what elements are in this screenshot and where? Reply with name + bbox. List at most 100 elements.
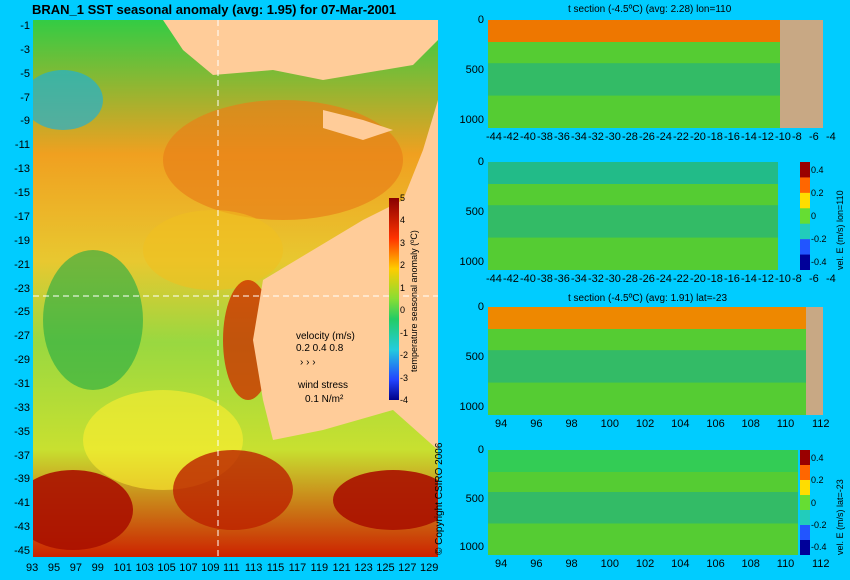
section-title: t section (-4.5ºC) (avg: 1.91) lat=-23 [568,293,727,304]
section-y-tick: 0 [477,444,484,456]
map-x-tick: 93 [26,562,39,574]
section-plot [488,162,778,270]
map-x-tick: 125 [376,562,395,574]
map-x-tick: 101 [113,562,132,574]
section-x-tick: -12 [758,131,774,143]
section-colorbar-tick: 0.4 [811,165,824,175]
section-x-tick: -40 [520,273,536,285]
map-y-tick: -21 [14,258,30,271]
map-x-tick: 121 [332,562,351,574]
section-colorbar-tick: -0.2 [811,519,827,530]
section-x-tick: -34 [571,131,587,143]
section-x-tick: 100 [600,418,620,430]
section-colorbar [800,162,810,270]
section-x-tick: -44 [486,273,502,285]
map-x-tick: 117 [288,562,307,574]
section-colorbar-tick: -0.4 [811,257,827,267]
section-x-tick: 112 [812,558,830,570]
map-y-tick: -41 [14,497,30,510]
indonesia-land [103,20,438,80]
map-y-tick: -1 [20,20,30,32]
map-y-tick: -13 [14,163,30,176]
section-x-tick: 112 [812,418,830,430]
section-x-tick: -30 [605,131,621,143]
section-colorbar-tick: -0.4 [811,542,827,552]
section-x-tick: -32 [588,131,604,143]
section-x-tick: 108 [741,418,760,430]
section-x-tick: -28 [622,273,638,285]
map-y-tick: -7 [20,91,30,104]
map-colorbar-tick: 3 [400,237,406,248]
section-colorbar-tick: 0 [811,211,817,221]
section-x-tick: -26 [639,273,655,285]
map-y-tick: -39 [14,473,30,486]
section-x-tick: -22 [673,131,689,143]
map-y-tick: -43 [14,521,30,534]
velocity-legend-title: velocity (m/s) [296,331,355,342]
section-x-tick: -6 [809,273,819,285]
section-x-tick: 106 [706,418,725,430]
section-x-tick: -18 [707,131,723,143]
section-plot [488,450,798,555]
map-x-tick: 111 [223,562,240,574]
section-colorbar [800,450,810,555]
section-x-tick: 98 [565,418,578,430]
section-x-tick: 98 [565,558,578,570]
map-x-tick: 103 [135,562,154,574]
map-colorbar-tick: 5 [400,193,406,203]
map-y-tick: -5 [20,67,30,80]
section-x-tick: 102 [635,558,655,570]
section-x-tick: -26 [639,131,655,143]
map-x-tick: 119 [310,562,329,574]
section-colorbar-tick: 0 [811,497,817,508]
section-colorbar-tick: -0.2 [811,234,827,244]
map-colorbar-tick: -3 [400,372,409,383]
section-x-tick: -42 [503,131,519,143]
map-y-tick: -23 [14,282,30,295]
map-y-tick: -37 [14,449,30,462]
section-x-tick: 94 [495,418,508,430]
map-colorbar [389,198,399,400]
island-land [323,110,393,140]
section-x-tick: 108 [741,558,760,570]
map-y-tick: -25 [14,306,30,319]
map-y-tick: -31 [14,377,30,390]
section-title: t section (-4.5ºC) (avg: 2.28) lon=110 [568,4,732,15]
section-y-tick: 500 [465,351,484,363]
section-y-tick: 1000 [459,401,484,413]
map-x-tick: 99 [91,562,104,574]
section-y-tick: 0 [477,156,484,168]
section-x-tick: 100 [600,558,620,570]
section-x-tick: -44 [486,131,502,143]
section-x-tick: -32 [588,273,604,285]
map-x-tick: 123 [354,562,373,574]
section-x-tick: -10 [775,131,791,143]
map-colorbar-label: temperature seasonal anomaly (ºC) [409,230,419,372]
map-x-tick: 105 [157,562,176,574]
map-x-tick: 129 [420,562,439,574]
map-x-tick: 109 [201,562,220,574]
map-x-tick: 97 [69,562,83,574]
map-y-tick: -33 [14,401,30,414]
map-colorbar-tick: -1 [400,327,409,338]
section-x-tick: -38 [537,131,553,143]
map-y-tick: -11 [14,139,30,152]
section-colorbar-tick: 0.2 [811,188,824,198]
section-x-tick: -18 [707,273,723,285]
section-x-tick: -8 [792,131,802,143]
map-x-tick: 127 [398,562,417,574]
section-x-tick: -12 [758,273,774,285]
map-colorbar-tick: 2 [400,260,406,271]
map-y-tick: -45 [14,545,30,557]
section-colorbar-label: vel. E (m/s) lon=110 [835,190,845,270]
velocity-arrows-icon: › › › [300,357,316,368]
map-x-tick: 113 [244,562,263,574]
section-colorbar-label: vel. E (m/s) lat=-23 [835,479,845,555]
section-x-tick: -24 [656,273,672,285]
section-x-tick: -28 [622,131,638,143]
map-y-tick: -9 [20,115,30,128]
map-colorbar-tick: 0 [400,305,406,316]
section-x-tick: 96 [530,418,543,430]
section-x-tick: -24 [656,131,672,143]
section-x-tick: -20 [690,131,706,143]
